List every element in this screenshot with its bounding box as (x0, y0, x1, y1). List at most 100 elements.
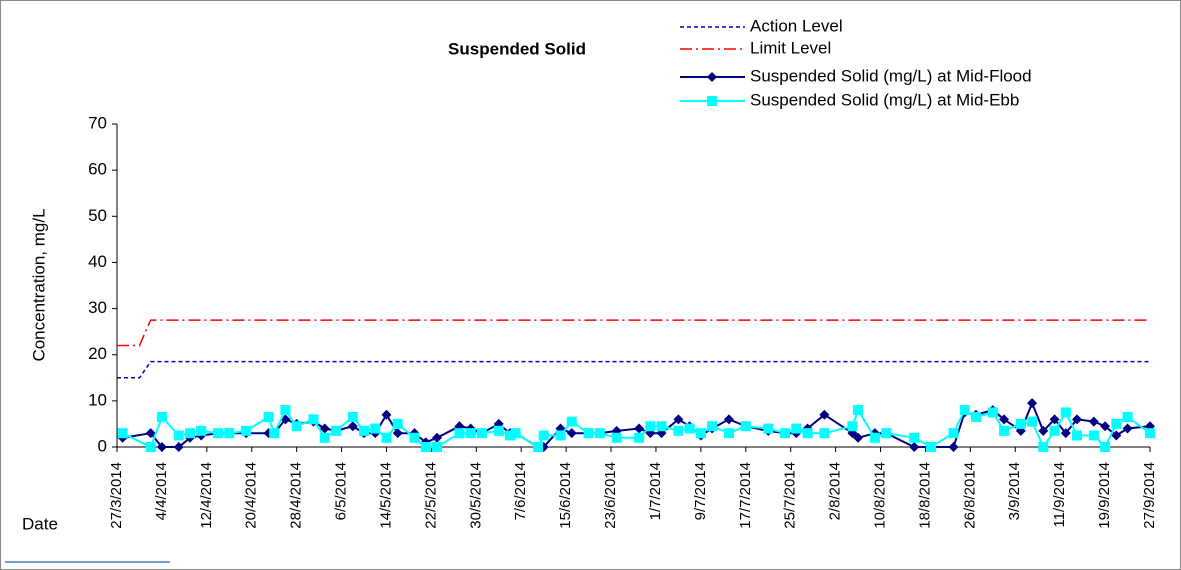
data-point (465, 428, 476, 439)
data-point (1111, 430, 1122, 441)
data-point (359, 425, 370, 436)
data-point (780, 428, 791, 439)
data-point (583, 428, 594, 439)
y-tick-label: 60 (88, 160, 107, 179)
data-point (145, 442, 156, 452)
data-point (308, 414, 319, 425)
data-point (723, 414, 734, 425)
x-tick-label: 2/8/2014 (827, 462, 844, 520)
x-tick-label: 10/8/2014 (871, 462, 888, 529)
data-point (634, 432, 645, 443)
data-point (1145, 428, 1155, 439)
data-point (319, 423, 330, 434)
data-point (594, 428, 605, 439)
y-tick-label: 50 (88, 206, 107, 225)
legend-marker (707, 96, 717, 106)
data-point (1111, 418, 1122, 429)
data-point (173, 442, 184, 452)
data-point (1100, 442, 1111, 452)
data-point (645, 421, 656, 432)
legend-label: Limit Level (750, 38, 831, 57)
data-point (791, 423, 802, 434)
data-point (432, 442, 443, 452)
series-line (117, 360, 1150, 379)
series-line (117, 319, 1150, 347)
data-point (673, 425, 684, 436)
data-point (269, 428, 280, 439)
data-point (291, 421, 302, 432)
data-point (156, 442, 167, 452)
data-point (381, 409, 392, 420)
data-point (740, 421, 751, 432)
x-tick-label: 23/6/2014 (602, 462, 619, 529)
data-point (1088, 430, 1099, 441)
data-point (241, 425, 252, 436)
data-point (853, 432, 864, 443)
data-point (869, 432, 880, 443)
data-point (533, 442, 544, 452)
x-tick-label: 3/9/2014 (1006, 462, 1023, 520)
data-point (392, 418, 403, 429)
data-point (970, 412, 981, 423)
data-point (1088, 416, 1099, 427)
x-tick-label: 27/3/2014 (108, 462, 125, 529)
legend-label: Suspended Solid (mg/L) at Mid-Flood (750, 66, 1032, 85)
data-point (656, 421, 667, 432)
data-point (156, 412, 167, 423)
data-point (1049, 414, 1060, 425)
data-point (184, 428, 195, 439)
data-point (909, 442, 920, 452)
data-point (196, 425, 207, 436)
data-point (695, 428, 706, 439)
data-point (853, 405, 864, 416)
data-point (566, 416, 577, 427)
data-point (319, 432, 330, 443)
legend-label: Suspended Solid (mg/L) at Mid-Ebb (750, 90, 1019, 109)
x-tick-label: 1/7/2014 (647, 462, 664, 520)
data-point (1027, 398, 1038, 409)
y-tick-label: 20 (88, 344, 107, 363)
data-point (504, 430, 515, 441)
x-tick-label: 4/4/2014 (153, 462, 170, 520)
x-tick-label: 11/9/2014 (1051, 462, 1068, 528)
data-point (1027, 416, 1038, 427)
data-point (538, 430, 549, 441)
data-point (1015, 418, 1026, 429)
data-point (926, 442, 937, 452)
data-point (409, 432, 420, 443)
x-tick-label: 26/8/2014 (961, 462, 978, 529)
data-point (1038, 425, 1049, 436)
chart-title: Suspended Solid (448, 39, 586, 58)
data-point (392, 428, 403, 439)
y-tick-label: 10 (88, 390, 107, 409)
data-point (1100, 421, 1111, 432)
data-point (634, 423, 645, 434)
data-point (802, 428, 813, 439)
data-point (763, 423, 774, 434)
data-point (213, 428, 224, 439)
y-tick-label: 30 (88, 298, 107, 317)
data-point (959, 405, 970, 416)
data-point (1122, 412, 1133, 423)
x-tick-label: 7/6/2014 (512, 462, 529, 520)
x-tick-label: 9/7/2014 (692, 462, 709, 520)
data-point (347, 421, 358, 432)
x-tick-label: 15/6/2014 (557, 462, 574, 529)
x-tick-label: 12/4/2014 (198, 462, 215, 529)
data-point (881, 428, 892, 439)
y-tick-label: 70 (88, 113, 107, 132)
data-point (987, 407, 998, 418)
data-point (224, 428, 235, 439)
data-point (454, 428, 465, 439)
data-point (555, 430, 566, 441)
data-point (723, 428, 734, 439)
y-axis-label: Concentration, mg/L (29, 208, 48, 361)
data-point (330, 425, 341, 436)
x-tick-label: 28/4/2014 (288, 462, 305, 529)
legend-label: Action Level (750, 16, 843, 35)
x-tick-label: 14/5/2014 (377, 462, 394, 529)
x-tick-label: 17/7/2014 (737, 462, 754, 529)
data-point (173, 430, 184, 441)
data-point (707, 421, 718, 432)
